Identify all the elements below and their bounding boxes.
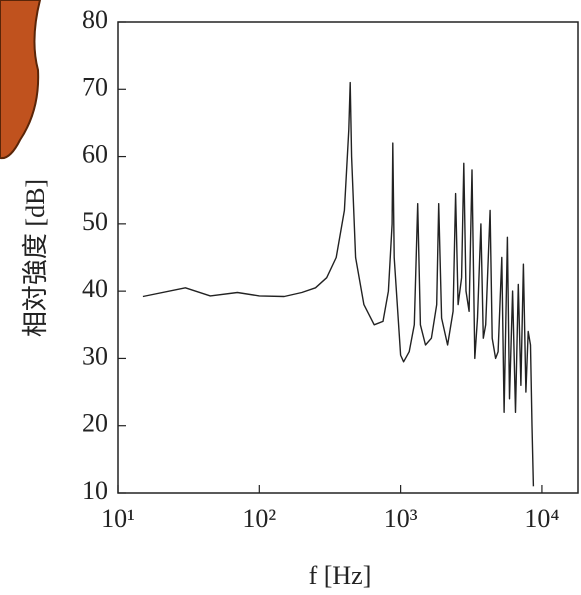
- x-tick-label: 10³: [384, 504, 418, 533]
- y-tick-label: 30: [82, 341, 108, 370]
- y-axis-label: 相対強度 [dB]: [21, 179, 50, 337]
- y-tick-label: 40: [82, 274, 108, 303]
- y-tick-label: 80: [82, 5, 108, 34]
- y-tick-label: 60: [82, 140, 108, 169]
- x-tick-label: 10²: [242, 504, 276, 533]
- spectrum-line: [142, 81, 535, 487]
- plot-frame: [117, 21, 579, 494]
- y-tick-label: 20: [82, 409, 108, 438]
- x-tick-label: 10¹: [101, 504, 135, 533]
- y-tick-label: 70: [82, 72, 108, 101]
- x-tick-label: 10⁴: [524, 504, 559, 533]
- violin-image: [0, 0, 42, 160]
- y-tick-label: 50: [82, 207, 108, 236]
- y-tick-label: 10: [82, 476, 108, 505]
- x-axis-label: f [Hz]: [309, 561, 372, 590]
